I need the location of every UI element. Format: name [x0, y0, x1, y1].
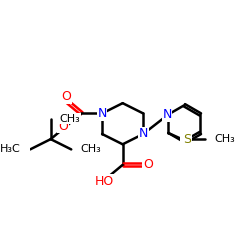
Text: N: N	[138, 128, 148, 140]
Text: N: N	[162, 108, 172, 121]
Text: N: N	[98, 107, 107, 120]
Text: H₃C: H₃C	[0, 144, 21, 154]
Text: O: O	[58, 120, 68, 133]
Text: CH₃: CH₃	[80, 144, 101, 154]
Text: CH₃: CH₃	[60, 114, 80, 124]
Text: O: O	[61, 90, 71, 103]
Text: HO: HO	[95, 175, 114, 188]
Text: O: O	[143, 158, 153, 171]
Text: CH₃: CH₃	[214, 134, 235, 144]
Text: N: N	[181, 136, 190, 149]
Text: S: S	[183, 133, 191, 146]
